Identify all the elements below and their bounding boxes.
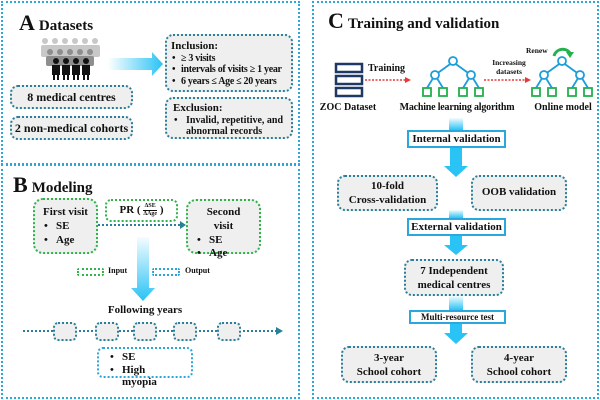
renew-arrow-icon xyxy=(552,47,572,57)
ml-algorithm-label: Machine learning algorithm xyxy=(399,102,515,113)
exclusion-box: Exclusion: Invalid, repetitive, and abno… xyxy=(165,97,293,139)
inclusion-box: Inclusion: ≥ 3 visitsintervals of visits… xyxy=(165,34,293,92)
year-box xyxy=(95,322,119,341)
source-medical-centres: 8 medical centres xyxy=(10,85,133,109)
zoc-dataset-label: ZOC Dataset xyxy=(319,102,377,113)
cohort-line: School cohort xyxy=(486,365,552,378)
legend-output-label: Output xyxy=(185,266,210,275)
arrow-external xyxy=(444,236,468,255)
training-label: Training xyxy=(368,63,406,74)
panel-modeling xyxy=(1,164,300,399)
inclusion-heading: Inclusion: xyxy=(171,40,219,52)
source-cohorts: 2 non-medical cohorts xyxy=(10,116,133,140)
panel-letter: B xyxy=(13,172,28,197)
exclusion-item: Invalid, repetitive, and abnormal record… xyxy=(173,115,285,138)
output-item: High myopia xyxy=(109,364,181,389)
four-year-cohort-box: 4-year School cohort xyxy=(471,346,567,383)
pr-box: PR ( ΔSE ΔAge ) xyxy=(105,199,178,222)
database-icon xyxy=(334,62,364,98)
pr-denominator: ΔAge xyxy=(143,211,158,217)
inclusion-item: intervals of visits ≥ 1 year xyxy=(171,64,287,76)
panel-training xyxy=(312,1,599,399)
first-visit-item: SE xyxy=(43,220,88,234)
cv-line: Cross-validation xyxy=(348,193,427,206)
panel-title: Datasets xyxy=(38,18,94,34)
multi-resource-step: Multi-resource test xyxy=(409,310,506,324)
legend-input-label: Input xyxy=(108,266,128,275)
renew-label: Renew xyxy=(526,46,548,55)
cv-line: 10-fold xyxy=(371,180,404,192)
second-visit-item: SE xyxy=(196,234,251,248)
down-arrow-modeling xyxy=(131,237,155,301)
year-box xyxy=(53,322,77,341)
year-box xyxy=(133,322,157,341)
three-year-cohort-box: 3-year School cohort xyxy=(341,346,437,383)
pr-label: PR xyxy=(119,203,135,216)
arrow-to-criteria xyxy=(108,52,163,76)
following-years-label: Following years xyxy=(107,304,183,316)
panel-a-heading: A Datasets xyxy=(19,10,93,36)
second-visit-item: Age xyxy=(196,247,251,261)
first-visit-heading: First visit xyxy=(43,206,88,218)
external-validation-step: External validation xyxy=(407,218,506,236)
output-item: SE xyxy=(109,351,181,364)
output-box: SEHigh myopia xyxy=(97,347,193,388)
independent-centres-box: 7 Independent medical centres xyxy=(404,259,504,296)
year-box xyxy=(217,322,241,341)
panel-title: Training and validation xyxy=(347,16,500,32)
tree-icon-online xyxy=(531,56,593,97)
panel-letter: A xyxy=(19,10,35,35)
first-visit-box: First visit SEAge xyxy=(33,198,98,254)
inclusion-item: ≥ 3 visits xyxy=(171,53,287,65)
legend-output-swatch xyxy=(152,268,180,276)
arrow-multi xyxy=(444,323,468,344)
pr-numerator: ΔSE xyxy=(143,203,158,211)
inclusion-item: 6 years ≤ Age ≤ 20 years xyxy=(171,76,287,88)
pr-fraction: ΔSE ΔAge xyxy=(143,203,158,217)
cohort-line: 3-year xyxy=(374,352,404,364)
panel-c-heading: C Training and validation xyxy=(328,8,499,34)
oob-validation-box: OOB validation xyxy=(471,175,567,211)
first-visit-item: Age xyxy=(43,234,88,248)
people-icon xyxy=(41,38,100,80)
cohort-line: School cohort xyxy=(356,365,422,378)
indep-line: 7 Independent xyxy=(420,265,488,277)
cohort-line: 4-year xyxy=(504,352,534,364)
panel-letter: C xyxy=(328,8,344,33)
second-visit-box: Second visit SEAge xyxy=(186,199,261,261)
tree-icon-ml xyxy=(422,56,484,97)
indep-line: medical centres xyxy=(417,278,491,291)
legend-input-swatch xyxy=(77,268,104,276)
increasing-datasets-label: Increasing datasets xyxy=(492,58,526,76)
exclusion-heading: Exclusion: xyxy=(173,102,223,114)
panel-title: Modeling xyxy=(31,180,93,196)
panel-b-heading: B Modeling xyxy=(13,172,93,198)
online-model-label: Online model xyxy=(534,102,592,113)
cross-validation-box: 10-fold Cross-validation xyxy=(337,175,438,211)
year-box xyxy=(173,322,197,341)
internal-validation-step: Internal validation xyxy=(407,130,506,148)
arrow-internal xyxy=(444,148,468,177)
second-visit-heading: Second visit xyxy=(206,206,241,232)
